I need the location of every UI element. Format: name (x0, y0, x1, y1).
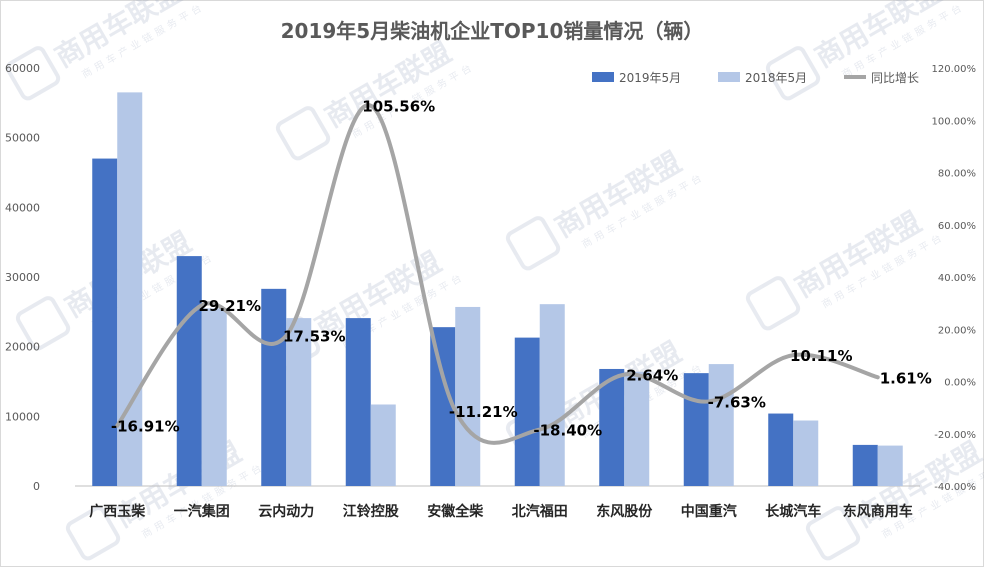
watermark-logo-icon (65, 506, 121, 561)
growth-data-label: 105.56% (362, 98, 435, 116)
left-axis-tick-label: 10000 (5, 410, 40, 423)
bar-2018年5月 (624, 371, 650, 486)
right-axis-tick-label: 40.00% (938, 273, 976, 284)
legend-item: 同比增长 (844, 71, 919, 85)
growth-data-label: -18.40% (533, 422, 602, 440)
bar-2019年5月 (261, 288, 287, 486)
left-axis-tick-label: 50000 (5, 132, 40, 145)
growth-data-label: -7.63% (708, 393, 766, 411)
right-axis-tick-label: 120.00% (932, 64, 977, 75)
bar-2018年5月 (286, 318, 312, 486)
bar-2018年5月 (793, 420, 819, 486)
growth-data-label: 29.21% (199, 297, 261, 315)
watermark-logo-icon (5, 46, 61, 101)
left-axis-tick-label: 30000 (5, 271, 40, 284)
bar-2019年5月 (345, 318, 371, 486)
right-axis-tick-label: 80.00% (938, 169, 976, 180)
watermark-logo-icon (765, 46, 821, 101)
legend-item: 2018年5月 (718, 71, 807, 85)
data-labels: -16.91% 29.21% 17.53% 105.56% -11.21% -18.40%… (111, 98, 932, 440)
bar-2019年5月 (852, 444, 878, 486)
watermark-logo-icon (15, 296, 71, 351)
category-label: 长城汽车 (765, 503, 821, 520)
category-label: 东风股份 (596, 503, 653, 520)
growth-line (115, 103, 880, 445)
growth-data-label: 1.61% (880, 369, 932, 387)
growth-line-path (115, 103, 880, 445)
bar-2018年5月 (539, 304, 565, 486)
growth-data-label: 2.64% (626, 367, 678, 385)
bar-2018年5月 (455, 306, 481, 486)
left-axis-tick-label: 40000 (5, 201, 40, 214)
category-label: 一汽集团 (174, 503, 230, 520)
legend-label: 同比增长 (871, 71, 919, 85)
right-axis-tick-label: 0.00% (944, 378, 976, 389)
category-label: 安徽全柴 (427, 503, 484, 520)
bar-2018年5月 (708, 364, 734, 486)
category-label: 江铃控股 (343, 503, 400, 520)
watermark-logo-icon (505, 216, 561, 271)
right-axis-tick-label: 100.00% (932, 116, 977, 127)
right-axis-tick-label: -20.00% (934, 430, 976, 441)
legend-swatch (718, 72, 740, 82)
chart-title: 2019年5月柴油机企业TOP10销量情况（辆） (281, 19, 704, 43)
bar-2019年5月 (92, 158, 118, 487)
legend-item: 2019年5月 (592, 71, 681, 85)
bar-2019年5月 (768, 413, 794, 486)
right-axis-tick-label: 20.00% (938, 325, 976, 336)
category-label: 北汽福田 (512, 503, 568, 520)
growth-data-label: -16.91% (111, 418, 180, 436)
growth-data-label: 10.11% (790, 347, 852, 365)
left-axis-tick-label: 0 (33, 480, 40, 493)
legend-label: 2018年5月 (745, 71, 807, 85)
watermark-logo-icon (745, 276, 801, 331)
bar-2018年5月 (877, 445, 903, 486)
legend-label: 2019年5月 (619, 71, 681, 85)
watermark-logo-icon (805, 506, 861, 561)
bars (92, 92, 903, 487)
right-axis-tick-label: 60.00% (938, 221, 976, 232)
axes: 0 10000 20000 30000 40000 50000 60000 -40.00% -2… (5, 62, 976, 520)
bar-2019年5月 (683, 373, 709, 486)
left-axis-tick-label: 60000 (5, 62, 40, 75)
category-label: 广西玉柴 (89, 503, 146, 520)
bar-2018年5月 (370, 404, 396, 486)
category-label: 中国重汽 (681, 503, 737, 520)
category-label: 东风商用车 (843, 503, 913, 520)
watermark-logo-icon (275, 106, 331, 161)
category-label: 云内动力 (258, 503, 314, 520)
growth-data-label: 17.53% (283, 328, 345, 346)
right-axis-tick-label: -40.00% (934, 482, 976, 493)
bar-2019年5月 (514, 337, 540, 486)
legend-swatch (592, 72, 614, 82)
legend: 2019年5月 2018年5月 同比增长 (592, 71, 919, 85)
bar-2018年5月 (201, 308, 227, 486)
bar-2019年5月 (176, 256, 202, 486)
bar-2019年5月 (599, 368, 625, 486)
growth-data-label: -11.21% (449, 403, 518, 421)
left-axis-tick-label: 20000 (5, 341, 40, 354)
